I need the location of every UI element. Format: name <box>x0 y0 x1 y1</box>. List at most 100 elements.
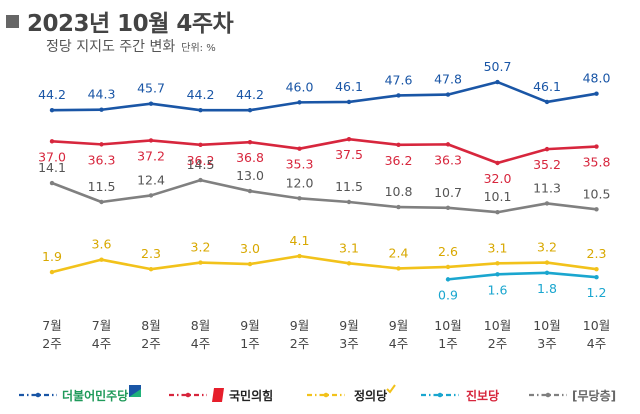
data-point <box>49 139 55 144</box>
data-point <box>148 266 154 272</box>
legend-item-progressive: 진보당 <box>420 380 499 410</box>
x-tick-label-week: 3주 <box>339 336 358 351</box>
x-tick-label-week: 3주 <box>537 336 556 351</box>
data-label: 46.1 <box>335 79 363 94</box>
data-label: 2.3 <box>587 246 607 261</box>
data-point <box>148 193 154 198</box>
x-tick-label-month: 7월 <box>42 318 61 333</box>
data-label: 12.0 <box>286 175 314 190</box>
data-label: 35.8 <box>583 155 611 170</box>
title-row: 2023년 10월 4주차 <box>6 4 234 38</box>
data-point <box>198 260 203 265</box>
data-point <box>445 264 451 270</box>
data-point <box>445 205 451 211</box>
data-point <box>544 270 550 276</box>
legend: 더불어민주당 국민의힘 정의당 진보당 <box>0 380 640 410</box>
subtitle-row: 정당 지지도 주간 변화 단위: % <box>46 36 216 56</box>
data-point <box>148 101 154 106</box>
x-tick-label-week: 1주 <box>438 336 457 351</box>
data-point <box>99 107 104 112</box>
data-label: 2.3 <box>141 246 161 261</box>
data-point <box>297 196 302 201</box>
data-label: 44.2 <box>187 87 215 102</box>
data-point <box>396 142 401 148</box>
data-point <box>247 107 253 113</box>
data-label: 36.3 <box>434 152 462 167</box>
data-label: 36.2 <box>187 153 215 168</box>
data-label: 1.6 <box>488 282 508 297</box>
legend-line-democratic <box>19 392 57 398</box>
title-square-icon <box>6 14 19 28</box>
data-point <box>594 207 599 212</box>
data-label: 35.2 <box>533 157 561 172</box>
legend-label-justice: 정의당 <box>354 388 388 403</box>
data-point <box>99 142 104 147</box>
data-point <box>346 261 352 266</box>
x-tick-label-week: 4주 <box>92 336 111 351</box>
data-point <box>495 261 500 266</box>
x-tick-label-month: 9월 <box>290 318 309 333</box>
data-label: 45.7 <box>137 81 165 96</box>
data-point <box>198 177 203 183</box>
chart-subtitle: 정당 지지도 주간 변화 <box>46 39 176 55</box>
data-label: 36.8 <box>236 150 264 165</box>
data-label: 2.6 <box>438 244 458 259</box>
justice-party-logo-icon <box>386 384 396 394</box>
chart-title: 2023년 10월 4주차 <box>27 11 234 37</box>
data-label: 44.2 <box>236 87 264 102</box>
x-tick-label-week: 2주 <box>141 336 160 351</box>
data-point <box>297 146 302 151</box>
legend-line-progressive <box>421 392 459 398</box>
data-point <box>297 253 302 259</box>
data-point <box>346 199 352 205</box>
data-point <box>594 274 599 280</box>
data-label: 1.8 <box>537 281 557 296</box>
data-label: 37.0 <box>38 149 66 164</box>
data-label: 1.2 <box>587 285 607 300</box>
data-label: 11.5 <box>88 179 116 194</box>
line-chart: 44.2 44.3 45.7 44.2 44.2 46.0 46.1 47.6 47.8 50.7… <box>38 59 611 351</box>
legend-label-ppp: 국민의힘 <box>229 388 274 403</box>
legend-item-democratic: 더불어민주당 <box>18 380 142 410</box>
data-label: 37.5 <box>335 147 363 162</box>
series-line-정의당 <box>50 254 598 274</box>
data-label: 44.2 <box>38 87 66 102</box>
data-point <box>247 188 253 194</box>
data-label: 3.2 <box>191 240 211 255</box>
data-point <box>198 142 203 148</box>
x-tick-label-month: 10월 <box>484 318 511 333</box>
data-point <box>198 107 203 113</box>
legend-line-justice <box>307 392 345 398</box>
series-line-더불어민주당 <box>50 80 598 112</box>
data-label: 50.7 <box>484 59 512 74</box>
data-label: 3.2 <box>537 240 557 255</box>
data-label: 12.4 <box>137 172 165 187</box>
data-point <box>445 142 451 147</box>
data-point <box>247 140 253 145</box>
data-label: 11.3 <box>533 180 561 195</box>
legend-label-progressive: 진보당 <box>466 388 500 403</box>
data-point <box>346 99 352 105</box>
data-label: 46.0 <box>286 79 314 94</box>
data-label: 10.5 <box>583 186 611 201</box>
data-point <box>544 260 550 265</box>
x-tick-label-month: 10월 <box>434 318 461 333</box>
data-point <box>544 201 550 206</box>
ppp-logo-icon <box>212 388 224 402</box>
data-label: 0.9 <box>438 287 458 302</box>
data-label: 2.4 <box>389 245 409 260</box>
x-tick-label-week: 2주 <box>290 336 309 351</box>
data-point <box>49 269 55 275</box>
x-tick-label-week: 4주 <box>587 336 606 351</box>
data-point <box>495 272 500 277</box>
data-label: 47.8 <box>434 72 462 87</box>
x-tick-label-week: 2주 <box>488 336 507 351</box>
data-point <box>247 261 253 267</box>
data-point <box>495 210 500 215</box>
data-point <box>49 107 55 113</box>
data-label: 3.6 <box>92 237 112 252</box>
data-point <box>544 99 550 105</box>
data-point <box>148 138 154 143</box>
legend-line-ppp <box>169 392 207 398</box>
data-label: 10.7 <box>434 185 462 200</box>
